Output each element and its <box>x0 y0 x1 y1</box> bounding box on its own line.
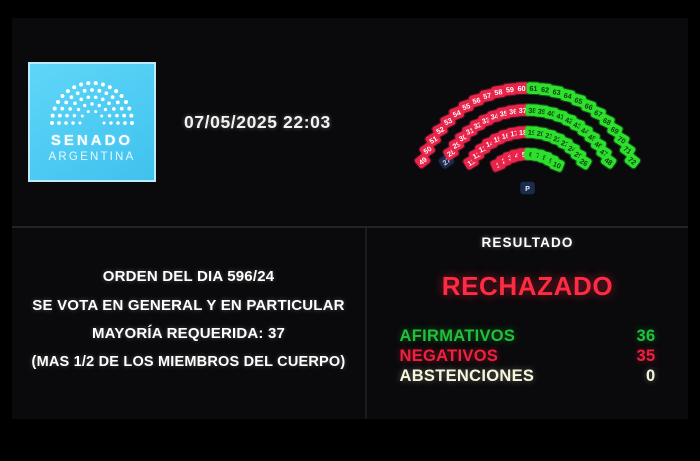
session-datetime: 07/05/2025 22:03 <box>184 111 331 132</box>
tally-label: ABSTENCIONES <box>399 367 535 385</box>
tally-value: 35 <box>636 347 656 365</box>
tally-row-afirmativos: AFIRMATIVOS 36 <box>400 327 656 346</box>
result-verdict: RECHAZADO <box>441 271 614 301</box>
vote-tally: AFIRMATIVOS 36 NEGATIVOS 35 ABSTENCIONES 0 <box>400 327 656 386</box>
president-seat[interactable]: P <box>520 181 535 195</box>
result-heading: RESULTADO <box>481 235 574 250</box>
majority-note-text: (MAS 1/2 DE LOS MIEMBROS DEL CUERPO) <box>31 353 346 370</box>
required-majority-text: MAYORÍA REQUERIDA: 37 <box>91 325 286 343</box>
tally-label: AFIRMATIVOS <box>399 327 516 345</box>
dome-logo-icon <box>50 81 134 125</box>
seat-59[interactable]: 59 <box>501 82 519 97</box>
motion-panel: ORDEN DEL DIA 596/24 SE VOTA EN GENERAL … <box>12 226 367 419</box>
identification-panel: SENADO ARGENTINA 07/05/2025 22:03 <box>12 18 367 226</box>
logo-subtitle: ARGENTINA <box>48 151 136 163</box>
tally-value: 0 <box>646 367 656 385</box>
result-panel: RESULTADO RECHAZADO AFIRMATIVOS 36 NEGATIV… <box>367 226 688 419</box>
tally-row-negativos: NEGATIVOS 35 <box>400 347 656 366</box>
senado-argentina-logo: SENADO ARGENTINA <box>28 62 156 182</box>
tally-label: NEGATIVOS <box>399 347 499 365</box>
order-of-day-text: ORDEN DEL DIA 596/24 <box>102 267 275 285</box>
vote-scope-text: SE VOTA EN GENERAL Y EN PARTICULAR <box>32 296 345 314</box>
hemicycle-panel: 1 2 3 4 5 6 7 8 9 10 11 12 13 14 15 16 17 18 19 20 21 22 23 24 2… <box>367 18 688 226</box>
tally-value: 36 <box>636 327 656 345</box>
logo-wordmark: SENADO <box>50 132 134 149</box>
tally-row-abstenciones: ABSTENCIONES 0 <box>400 367 656 386</box>
